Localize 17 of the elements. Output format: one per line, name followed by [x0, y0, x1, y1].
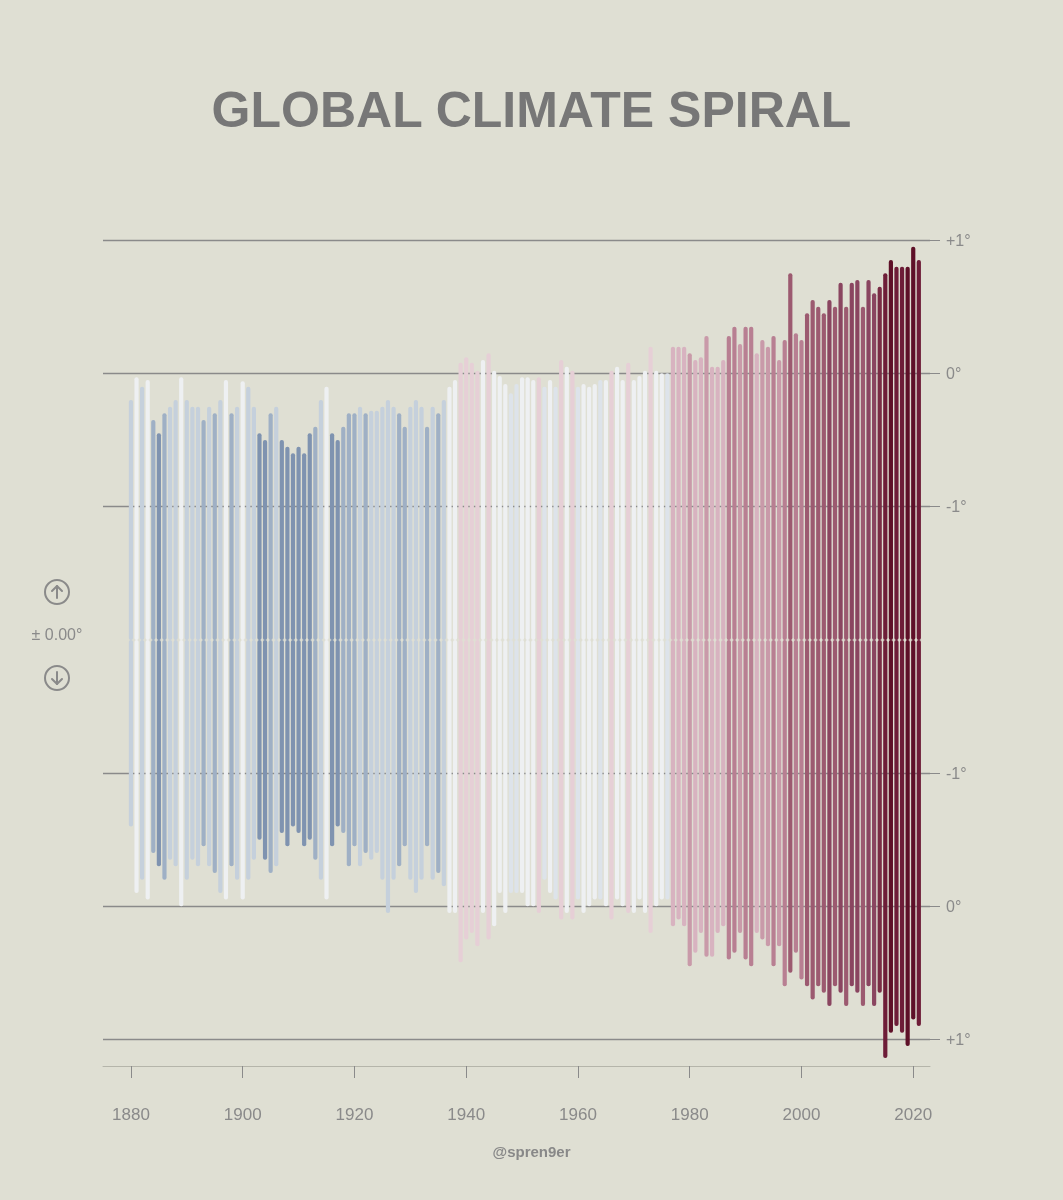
- text: @spren9er: [491, 1143, 572, 1160]
- x-tick-label: 1960: [559, 1105, 597, 1124]
- y-tick-label: +1°: [946, 1030, 971, 1048]
- y-tick-label: -1°: [946, 764, 967, 782]
- y-tick-label: 0°: [946, 364, 962, 382]
- x-tick-label: 1880: [112, 1105, 150, 1124]
- chart-title: GLOBAL CLIMATE SPIRAL: [211, 82, 852, 138]
- y-tick-label: 0°: [946, 897, 962, 915]
- y-tick-label: +1°: [946, 231, 971, 249]
- x-tick-label: 2000: [782, 1105, 821, 1124]
- x-tick-label: 1900: [223, 1105, 262, 1124]
- y-tick-label: -1°: [946, 498, 967, 516]
- x-tick-label: 1920: [335, 1105, 374, 1124]
- x-tick-label: 1980: [670, 1105, 709, 1124]
- x-tick-label: 2020: [894, 1105, 933, 1124]
- x-tick-label: 1940: [447, 1105, 486, 1124]
- text: ± 0.00°: [30, 626, 84, 644]
